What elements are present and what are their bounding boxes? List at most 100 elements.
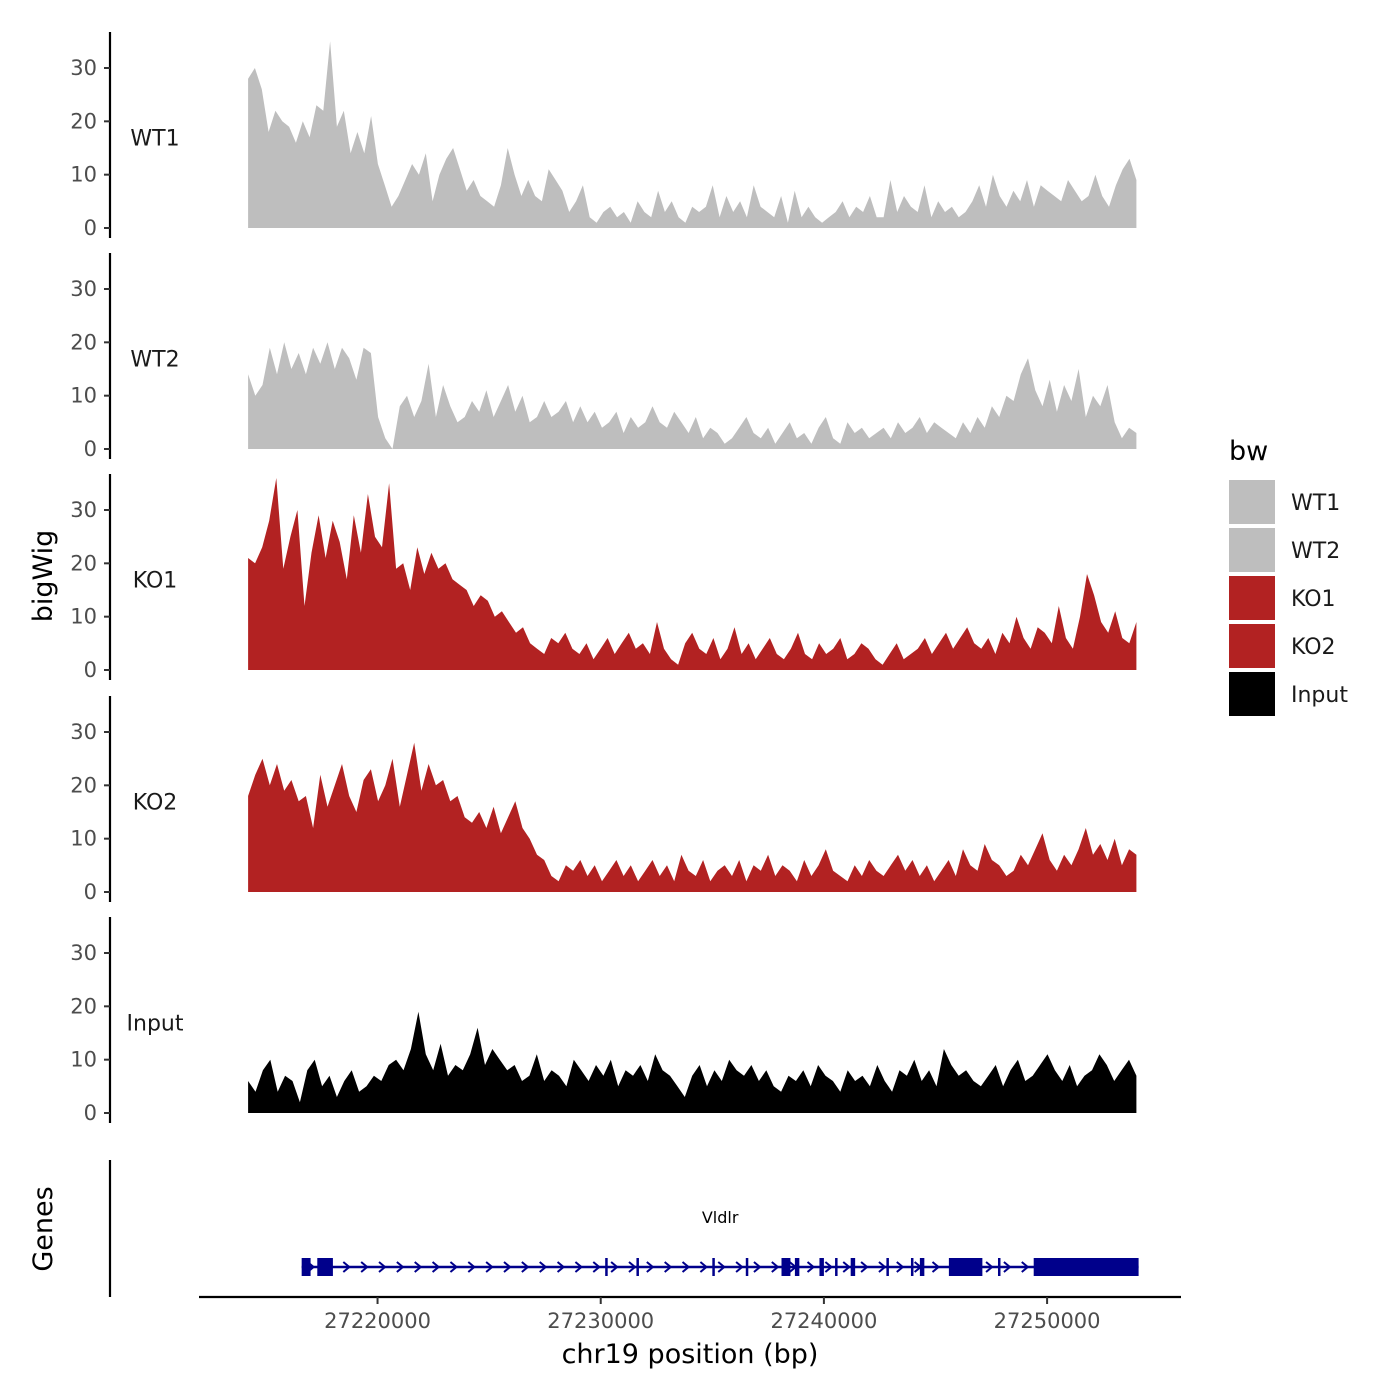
legend-swatch-wt1 xyxy=(1229,480,1275,524)
strand-arrow xyxy=(1003,1261,1012,1273)
x-tick-label: 27250000 xyxy=(994,1309,1101,1333)
y-tick-label: 20 xyxy=(70,773,97,797)
legend-label-input: Input xyxy=(1291,683,1348,708)
strand-arrow xyxy=(824,1261,833,1273)
gene-exon xyxy=(886,1258,889,1276)
legend-label-wt1: WT1 xyxy=(1291,491,1340,516)
strand-arrow xyxy=(1021,1261,1030,1273)
legend-swatch-ko2 xyxy=(1229,624,1275,668)
strand-arrow xyxy=(449,1261,458,1273)
y-tick-label: 0 xyxy=(84,658,97,682)
strand-arrow xyxy=(628,1261,637,1273)
track-input: 0 10 20 30 Input xyxy=(70,917,1137,1125)
genes-axis-title: Genes xyxy=(28,1186,59,1271)
gene-exon xyxy=(1033,1258,1139,1276)
y-tick-label: 0 xyxy=(84,880,97,904)
y-tick-label: 10 xyxy=(70,1048,97,1072)
strand-arrow xyxy=(806,1261,816,1273)
track-label: WT2 xyxy=(130,347,179,372)
track-label: Input xyxy=(127,1011,184,1036)
track-ko1: 0 10 20 30 KO1 xyxy=(70,474,1137,682)
y-tick-label: 0 xyxy=(84,437,97,461)
gene-name-label: Vldlr xyxy=(702,1208,739,1227)
strand-arrow xyxy=(735,1261,744,1273)
gene-exon xyxy=(948,1258,983,1276)
legend-label-ko1: KO1 xyxy=(1291,587,1336,612)
strand-arrow xyxy=(521,1261,530,1273)
strand-arrow xyxy=(771,1261,780,1273)
x-axis-title: chr19 position (bp) xyxy=(562,1339,819,1370)
gene-exon xyxy=(781,1258,791,1276)
gene-exon xyxy=(835,1258,838,1276)
strand-arrow xyxy=(360,1261,369,1273)
strand-arrow xyxy=(753,1261,762,1273)
coverage-area-ko2 xyxy=(248,742,1137,892)
strand-arrow xyxy=(896,1261,905,1273)
x-axis: 27220000 27230000 27240000 27250000 xyxy=(199,1295,1181,1333)
strand-arrow xyxy=(860,1261,869,1273)
gene-exon xyxy=(910,1258,914,1276)
gene-exon xyxy=(317,1258,333,1276)
y-tick-label: 0 xyxy=(84,216,97,240)
strand-arrow xyxy=(842,1261,851,1273)
y-tick-label: 20 xyxy=(70,330,97,354)
strand-arrow xyxy=(414,1261,423,1273)
y-tick-label: 10 xyxy=(70,384,97,408)
legend-title: bw xyxy=(1229,436,1268,467)
gene-exon xyxy=(636,1258,639,1276)
coverage-area-ko1 xyxy=(248,478,1137,670)
y-tick-label: 10 xyxy=(70,827,97,851)
track-ko2: 0 10 20 30 KO2 xyxy=(70,696,1137,904)
y-tick-label: 30 xyxy=(70,277,97,301)
legend-swatch-ko1 xyxy=(1229,576,1275,620)
strand-arrow xyxy=(467,1261,476,1273)
strand-arrow xyxy=(664,1261,673,1273)
strand-arrow xyxy=(503,1261,512,1273)
strand-arrow xyxy=(717,1261,726,1273)
y-tick-label: 20 xyxy=(70,994,97,1018)
gene-exon xyxy=(301,1258,311,1276)
x-tick-label: 27230000 xyxy=(547,1309,654,1333)
y-tick-label: 10 xyxy=(70,163,97,187)
strand-arrow xyxy=(699,1261,708,1273)
track-label: KO1 xyxy=(133,568,178,593)
track-label: WT1 xyxy=(130,126,179,151)
gene-exon xyxy=(997,1258,1001,1276)
track-panels: 0 10 20 30 WT1 0 10 20 30 WT2 0 10 20 30 KO1 0 10 20 30 KO2… xyxy=(70,32,1137,1125)
strand-arrow xyxy=(985,1261,994,1273)
y-tick-label: 30 xyxy=(70,941,97,965)
track-wt1: 0 10 20 30 WT1 xyxy=(70,32,1137,240)
strand-arrow xyxy=(378,1261,387,1273)
y-tick-label: 30 xyxy=(70,498,97,522)
y-tick-label: 0 xyxy=(84,1101,97,1125)
gene-panel: Vldlr xyxy=(108,1160,1139,1297)
gene-exon xyxy=(819,1258,824,1276)
track-label: KO2 xyxy=(133,790,178,815)
gene-exon xyxy=(712,1258,715,1276)
gene-exon xyxy=(850,1258,856,1276)
x-tick-label: 27240000 xyxy=(770,1309,877,1333)
coverage-area-wt1 xyxy=(248,41,1137,228)
coverage-area-input xyxy=(248,1011,1137,1113)
coverage-area-wt2 xyxy=(248,342,1137,449)
y-tick-label: 20 xyxy=(70,109,97,133)
legend-swatch-input xyxy=(1229,672,1275,716)
strand-arrow xyxy=(431,1261,441,1273)
legend: bw WT1 WT2 KO1 KO2 Input xyxy=(1229,436,1348,716)
strand-arrow xyxy=(878,1261,887,1273)
strand-arrow xyxy=(931,1261,941,1273)
strand-arrow xyxy=(592,1261,601,1273)
strand-arrow xyxy=(610,1261,619,1273)
y-tick-label: 20 xyxy=(70,551,97,575)
y-tick-label: 30 xyxy=(70,720,97,744)
strand-arrow xyxy=(646,1261,655,1273)
strand-arrow xyxy=(681,1261,691,1273)
strand-arrow xyxy=(342,1261,351,1273)
legend-swatch-wt2 xyxy=(1229,528,1275,572)
gene-exon xyxy=(919,1258,925,1276)
gene-exon xyxy=(605,1258,608,1276)
x-tick-label: 27220000 xyxy=(324,1309,431,1333)
y-tick-label: 30 xyxy=(70,56,97,80)
gene-exon xyxy=(745,1258,749,1276)
track-wt2: 0 10 20 30 WT2 xyxy=(70,253,1137,461)
